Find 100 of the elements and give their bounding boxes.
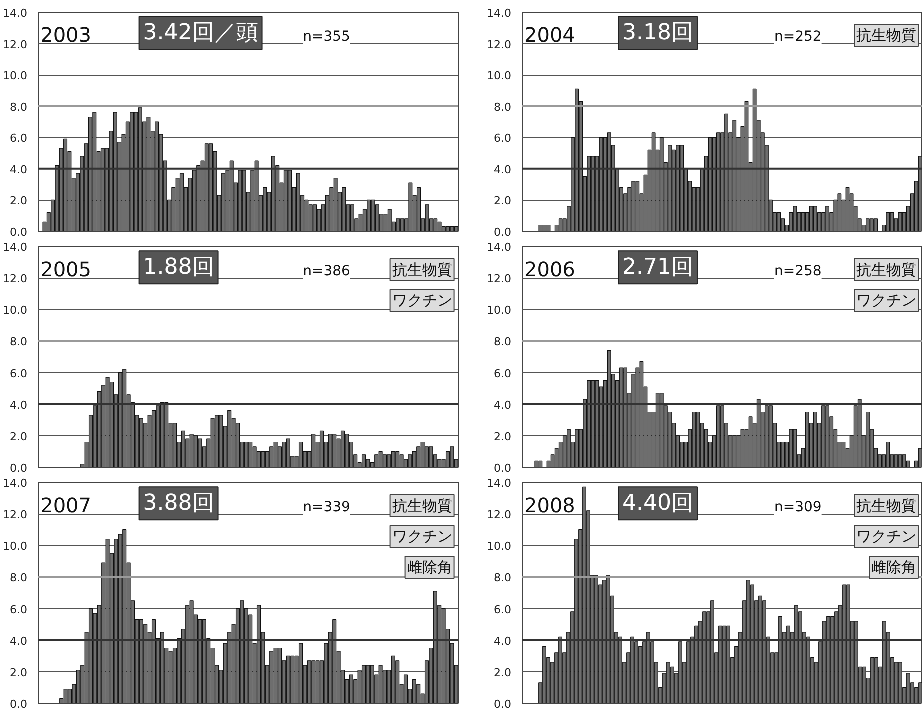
y-tick-label: 10.0 bbox=[487, 304, 512, 318]
bar bbox=[716, 132, 720, 232]
bar bbox=[113, 112, 118, 232]
bar bbox=[290, 656, 295, 704]
bar bbox=[340, 430, 346, 468]
bar bbox=[190, 600, 194, 704]
bar bbox=[894, 454, 898, 468]
bar bbox=[64, 688, 68, 704]
bar bbox=[748, 416, 753, 468]
bar bbox=[632, 181, 636, 232]
annotation: n=258 bbox=[774, 263, 822, 280]
bar bbox=[575, 429, 579, 468]
bar bbox=[870, 657, 874, 704]
bar bbox=[660, 393, 664, 468]
bar bbox=[156, 406, 160, 468]
text: 2004 bbox=[524, 23, 576, 48]
bar bbox=[746, 580, 750, 704]
bar bbox=[320, 430, 324, 468]
bar bbox=[334, 178, 338, 232]
bar bbox=[534, 460, 539, 468]
bar bbox=[248, 442, 253, 468]
bar bbox=[906, 673, 910, 704]
bar bbox=[286, 438, 290, 468]
bar bbox=[282, 442, 286, 468]
bar bbox=[870, 218, 874, 232]
bar bbox=[450, 226, 454, 232]
bar bbox=[854, 621, 858, 704]
bar bbox=[261, 451, 266, 468]
y-tick-label: 0.0 bbox=[494, 698, 512, 711]
y-tick-label: 12.0 bbox=[3, 508, 28, 522]
y-tick-label: 6.0 bbox=[10, 603, 28, 616]
bar bbox=[846, 584, 850, 704]
bar bbox=[813, 206, 818, 232]
bar bbox=[454, 226, 458, 232]
bar bbox=[591, 380, 596, 468]
bar bbox=[164, 402, 169, 468]
bar bbox=[168, 651, 173, 704]
y-tick-label: 6.0 bbox=[494, 603, 512, 616]
bar bbox=[546, 224, 551, 232]
bar bbox=[312, 434, 316, 468]
bar bbox=[412, 680, 416, 704]
bar bbox=[640, 361, 644, 468]
bar bbox=[781, 442, 786, 468]
bar bbox=[358, 214, 363, 232]
bar bbox=[438, 222, 442, 232]
bar bbox=[345, 434, 350, 468]
y-tick-label: 0.0 bbox=[10, 226, 28, 239]
y-tick-label: 6.0 bbox=[494, 367, 512, 380]
y-tick-label: 2.0 bbox=[10, 194, 28, 208]
bar bbox=[274, 648, 278, 704]
bar bbox=[313, 204, 318, 232]
bar bbox=[400, 218, 404, 232]
bar bbox=[230, 160, 234, 232]
bar bbox=[391, 656, 396, 704]
y-tick-label: 8.0 bbox=[494, 336, 512, 349]
bar bbox=[656, 393, 660, 468]
bar bbox=[866, 218, 870, 232]
y-tick-label: 0.0 bbox=[10, 462, 28, 475]
bar bbox=[692, 412, 696, 468]
y-tick-label: 6.0 bbox=[10, 132, 28, 146]
text: 2008 bbox=[524, 493, 576, 518]
bar bbox=[366, 665, 370, 704]
bar bbox=[898, 212, 902, 232]
bar bbox=[228, 410, 232, 468]
y-tick-label: 6.0 bbox=[494, 132, 512, 146]
bar bbox=[450, 446, 454, 468]
bar bbox=[222, 173, 226, 232]
bar bbox=[587, 380, 592, 468]
y-tick-label: 4.0 bbox=[10, 398, 28, 412]
bar bbox=[204, 144, 209, 232]
bar bbox=[396, 218, 400, 232]
y-tick-label: 10.0 bbox=[3, 540, 28, 554]
bar bbox=[349, 674, 354, 704]
annotation: n=339 bbox=[303, 499, 350, 516]
y-tick-label: 14.0 bbox=[487, 7, 512, 20]
bar bbox=[146, 117, 151, 232]
bar bbox=[624, 368, 628, 468]
bar bbox=[826, 406, 830, 468]
y-tick-label: 4.0 bbox=[494, 634, 512, 648]
y-tick-label: 0.0 bbox=[494, 462, 512, 475]
bar bbox=[838, 194, 842, 232]
annotation: 抗生物質 bbox=[856, 26, 916, 45]
bar bbox=[367, 200, 372, 232]
y-tick-label: 14.0 bbox=[487, 241, 512, 254]
bar bbox=[862, 666, 866, 704]
y-tick-label: 14.0 bbox=[3, 7, 28, 20]
annotation: n=252 bbox=[774, 29, 822, 46]
text: 2005 bbox=[40, 257, 92, 282]
bar bbox=[139, 418, 144, 468]
annotation: 抗生物質 bbox=[392, 496, 452, 515]
bar bbox=[777, 212, 782, 232]
bar bbox=[429, 446, 434, 468]
bar bbox=[298, 442, 304, 468]
bar bbox=[362, 454, 366, 468]
bar bbox=[214, 415, 220, 468]
y-tick-label: 12.0 bbox=[487, 272, 512, 286]
bar bbox=[898, 662, 902, 704]
y-tick-label: 8.0 bbox=[494, 572, 512, 585]
bar bbox=[442, 608, 446, 704]
bar bbox=[567, 429, 571, 468]
